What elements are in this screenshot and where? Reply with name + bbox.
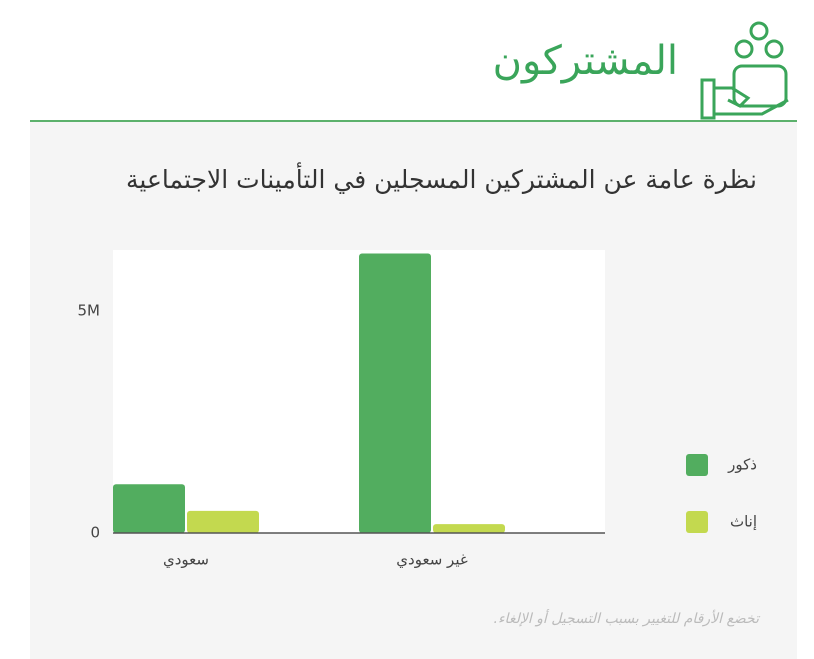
chart-title: نظرة عامة عن المشتركين المسجلين في التأم… [126,165,757,194]
footnote: تخضع الأرقام للتغيير بسبب التسجيل أو الإ… [493,611,759,627]
y-tick-label: 5M [78,302,101,320]
legend-swatch [686,454,708,476]
header-rule [30,120,797,122]
subscribers-icon [700,21,789,120]
legend-label: إناث [730,513,757,531]
legend-label: ذكور [727,456,757,474]
bar [187,510,259,533]
x-tick-label: غير سعودي [396,551,468,570]
bar [433,524,505,533]
x-tick-label: سعودي [163,551,209,570]
bar [113,484,185,533]
page-title: المشتركون [492,38,678,84]
legend-swatch [686,511,708,533]
bar [359,253,431,533]
y-tick-label: 0 [90,524,100,542]
